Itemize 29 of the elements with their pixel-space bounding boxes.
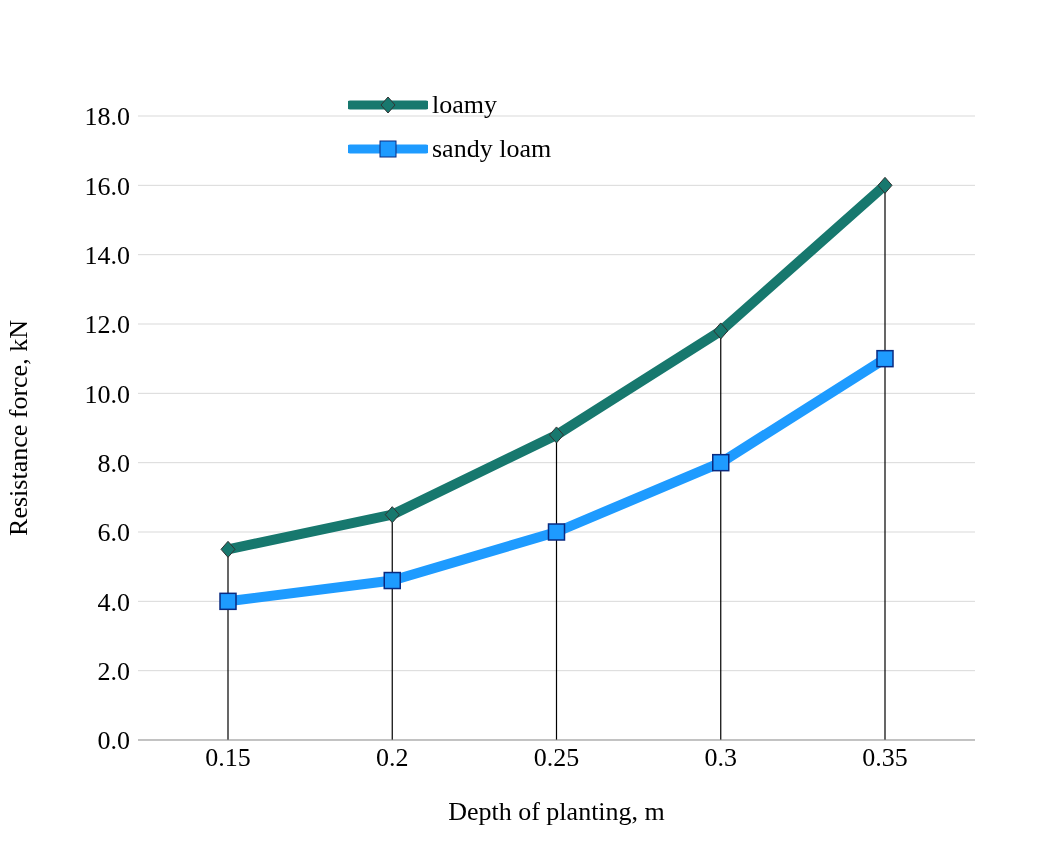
point [549, 426, 564, 444]
y-tick-label: 0.0 [97, 726, 130, 756]
point [713, 322, 729, 340]
y-tick-label: 12.0 [84, 310, 130, 340]
y-tick-label: 4.0 [97, 587, 130, 617]
y-tick-label: 14.0 [84, 240, 130, 270]
point [876, 349, 894, 368]
point [383, 571, 401, 590]
x-axis-title: Depth of planting, m [448, 797, 665, 826]
x-tick-label: 0.3 [704, 743, 737, 773]
x-tick-label: 0.25 [533, 743, 580, 773]
y-tick-label: 6.0 [97, 518, 130, 548]
y-tick-label: 18.0 [84, 102, 130, 132]
y-axis-title: Resistance force, kN [4, 319, 34, 536]
x-tick-label: 0.35 [862, 743, 908, 773]
y-tick-label: 8.0 [97, 448, 130, 478]
point [219, 592, 237, 611]
y-tick-label: 10.0 [84, 379, 130, 409]
point [384, 506, 400, 524]
y-tick-label: 2.0 [97, 656, 130, 686]
legend-label: loamy [432, 90, 497, 120]
point [712, 453, 730, 472]
point [547, 523, 566, 541]
legend-label: sandy loam [432, 134, 552, 164]
point [220, 540, 236, 558]
x-tick-label: 0.15 [205, 743, 251, 773]
x-tick-label: 0.2 [376, 743, 409, 773]
y-tick-label: 16.0 [84, 171, 130, 201]
point [877, 176, 893, 194]
